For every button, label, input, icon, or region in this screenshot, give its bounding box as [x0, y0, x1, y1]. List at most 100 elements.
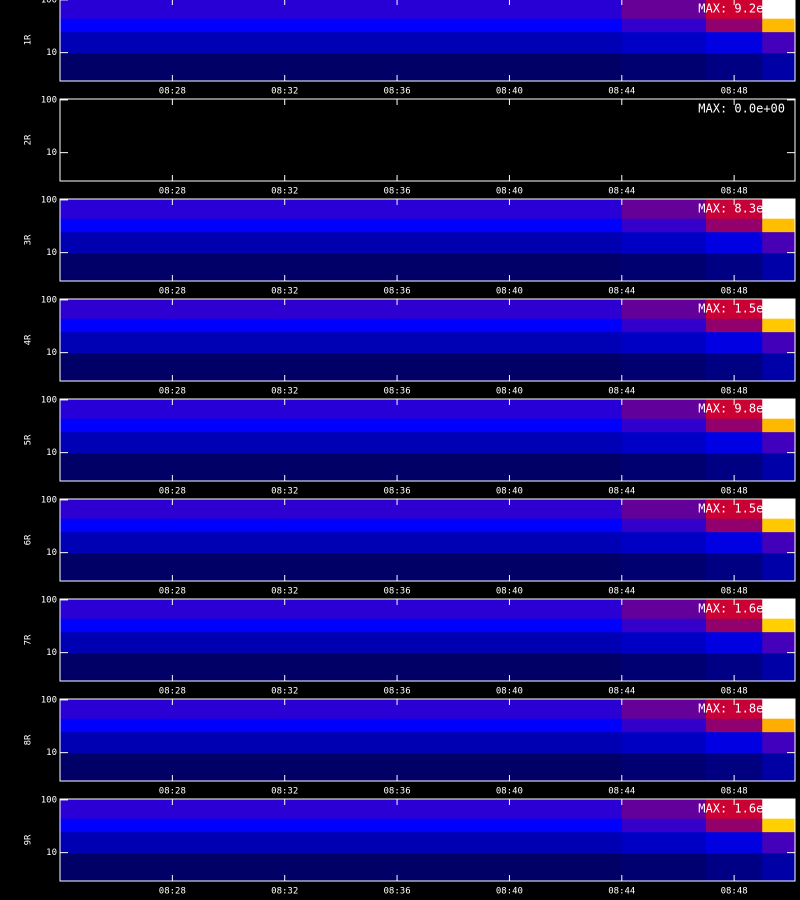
x-tick-label: 08:40	[496, 387, 523, 397]
heatmap-cell	[762, 199, 796, 219]
x-tick-label: 08:32	[271, 887, 298, 897]
heatmap-cell	[621, 231, 707, 254]
heatmap-cell	[621, 499, 707, 519]
heatmap-cell	[509, 718, 623, 733]
y-tick-label: 100	[41, 695, 57, 705]
x-tick-label: 08:28	[159, 387, 186, 397]
heatmap-cell	[60, 118, 173, 133]
heatmap-cell	[397, 31, 510, 54]
y-axis-label: 7R	[24, 634, 34, 645]
heatmap-cell	[397, 452, 510, 482]
heatmap-cell	[762, 831, 796, 854]
y-tick-label: 10	[46, 348, 57, 358]
heatmap-cell	[172, 599, 286, 619]
heatmap-cell	[60, 0, 173, 19]
x-tick-label: 08:28	[159, 287, 186, 297]
heatmap-cell	[397, 552, 510, 582]
x-tick-label: 08:32	[271, 587, 298, 597]
heatmap-cell	[762, 131, 796, 154]
heatmap-cell	[284, 699, 398, 719]
heatmap-cell	[172, 418, 286, 433]
heatmap-cell	[60, 618, 173, 633]
heatmap-cell	[621, 552, 707, 582]
heatmap-cell	[172, 152, 286, 182]
heatmap-cell	[762, 699, 796, 719]
y-axis-label: 8R	[24, 734, 34, 745]
x-tick-label: 08:40	[496, 187, 523, 197]
heatmap-cell	[509, 818, 623, 833]
heatmap-cell	[284, 652, 398, 682]
heatmap-cell	[60, 152, 173, 182]
heatmap-cell	[762, 799, 796, 819]
heatmap-cell	[706, 531, 763, 554]
heatmap-cell	[397, 618, 510, 633]
heatmap-cell	[172, 552, 286, 582]
heatmap-cell	[509, 631, 623, 654]
heatmap-cell	[397, 818, 510, 833]
x-tick-label: 08:36	[384, 787, 411, 797]
heatmap-cell	[172, 331, 286, 354]
heatmap-cell	[397, 599, 510, 619]
y-tick-label: 100	[41, 0, 57, 5]
heatmap-cell	[60, 531, 173, 554]
heatmap-cell	[621, 118, 707, 133]
heatmap-cell	[706, 699, 763, 719]
heatmap-cell	[172, 731, 286, 754]
heatmap-cell	[509, 218, 623, 233]
heatmap-cell	[762, 618, 796, 633]
heatmap-cell	[172, 499, 286, 519]
heatmap-cell	[621, 752, 707, 782]
x-tick-label: 08:48	[721, 187, 748, 197]
heatmap-cell	[621, 418, 707, 433]
heatmap-cell	[762, 352, 796, 382]
plot-frame	[59, 598, 796, 682]
panel: 08:28 08:32 08:36 08:40 08:44 08:48 10 100 4R MAX…	[24, 295, 796, 397]
heatmap-cell	[762, 318, 796, 333]
heatmap-cell	[172, 218, 286, 233]
heatmap-cell	[621, 599, 707, 619]
heatmap-cell	[621, 699, 707, 719]
x-tick-label: 08:44	[608, 887, 635, 897]
heatmap-cell	[509, 552, 623, 582]
x-tick-label: 08:48	[721, 87, 748, 97]
y-tick-label: 100	[41, 395, 57, 405]
heatmap-cell	[397, 131, 510, 154]
x-tick-label: 08:40	[496, 487, 523, 497]
x-tick-label: 08:36	[384, 887, 411, 897]
heatmap-cell	[284, 131, 398, 154]
heatmap-cell	[284, 418, 398, 433]
heatmap-cell	[509, 18, 623, 33]
heatmap-cell	[172, 299, 286, 319]
heatmap-cell	[60, 252, 173, 282]
x-tick-label: 08:40	[496, 687, 523, 697]
x-tick-label: 08:36	[384, 187, 411, 197]
heatmap-cell	[284, 318, 398, 333]
heatmap-cell	[621, 0, 707, 19]
heatmap-cell	[60, 99, 173, 119]
heatmap-cell	[621, 518, 707, 533]
heatmap-cell	[397, 399, 510, 419]
x-tick-label: 08:28	[159, 87, 186, 97]
heatmap-cell	[397, 52, 510, 82]
heatmap-cell	[509, 299, 623, 319]
panel: 08:28 08:32 08:36 08:40 08:44 08:48 10 100 3R MAX…	[24, 195, 796, 297]
heatmap-cell	[706, 0, 763, 19]
heatmap-cell	[172, 818, 286, 833]
x-tick-label: 08:48	[721, 687, 748, 697]
heatmap-cell	[706, 618, 763, 633]
heatmap-cell	[172, 618, 286, 633]
x-tick-label: 08:28	[159, 187, 186, 197]
heatmap-cell	[60, 331, 173, 354]
heatmap-cell	[284, 152, 398, 182]
x-tick-label: 08:40	[496, 787, 523, 797]
heatmap-cell	[621, 199, 707, 219]
heatmap-cell	[621, 731, 707, 754]
heatmap-cell	[621, 352, 707, 382]
y-tick-label: 100	[41, 295, 57, 305]
heatmap-cell	[509, 652, 623, 682]
heatmap-cell	[621, 431, 707, 454]
heatmap-cell	[172, 31, 286, 54]
plot-frame	[59, 0, 796, 82]
heatmap-cell	[509, 231, 623, 254]
